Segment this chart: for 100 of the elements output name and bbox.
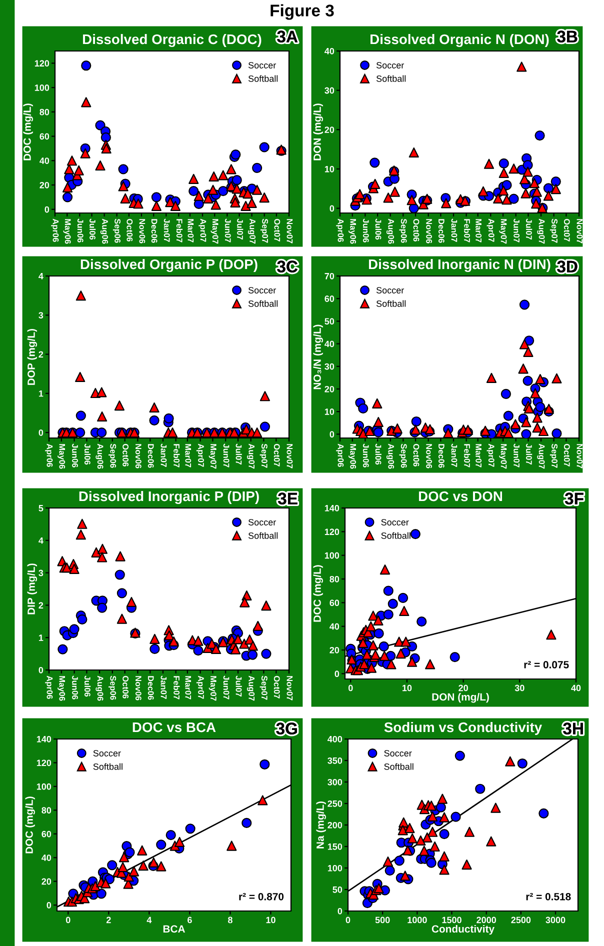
x-tick-label: Jun06	[362, 444, 369, 468]
legend-label: Softball	[248, 75, 278, 82]
x-tick-label: May07	[210, 219, 218, 244]
x-tick-label: 1000	[408, 916, 427, 924]
text: 3F	[564, 492, 584, 504]
x-tick-label: Aug06	[96, 676, 104, 701]
y-tick-label: 30	[324, 87, 334, 94]
x-tick-label: Jun07	[514, 444, 520, 468]
y-tick-label: 20	[40, 182, 50, 188]
x-tick-label: Apr07	[196, 676, 204, 699]
y-tick-label: 120	[36, 760, 52, 766]
x-tick-label: Aug07	[246, 676, 255, 701]
x-tick-label: Jan07	[160, 444, 167, 467]
x-tick-label: Jul07	[236, 676, 242, 696]
x-tick-label: 4	[146, 916, 152, 924]
legend-label: Soccer	[248, 287, 276, 294]
x-tick-label: Sep06	[108, 676, 116, 700]
text: 3D	[557, 260, 578, 272]
x-tick-label: Oct07	[274, 218, 280, 242]
x-tick-label: Jul07	[236, 444, 242, 464]
y-tick-label: 10	[324, 166, 334, 172]
y-tick-label: 4	[38, 273, 44, 280]
x-tick-label: Mar07	[185, 444, 192, 468]
y-tick-label: 20	[324, 126, 334, 133]
chart-title: Dissolved Organic N (DON)	[370, 34, 549, 47]
text: 3H	[563, 722, 583, 734]
x-tick-label: Nov07	[576, 219, 583, 244]
legend-label: Softball	[384, 763, 414, 770]
x-tick-label: Apr07	[198, 218, 206, 242]
y-tick-label: 80	[330, 576, 340, 582]
y-tick-label: 0	[44, 206, 50, 213]
y-tick-label: 0	[330, 431, 334, 438]
y-tick-label: 2	[38, 351, 44, 358]
x-tick-label: Jun07	[223, 676, 230, 700]
y-tick-label: 100	[34, 84, 50, 91]
text: 3G	[276, 722, 297, 734]
x-tick-label: Jun06	[72, 676, 78, 700]
x-tick-label: Jan07	[451, 218, 458, 242]
x-tick-label: 20	[458, 684, 468, 692]
y-tick-label: 40	[324, 340, 334, 348]
y-tick-label: 30	[324, 363, 334, 370]
y-axis-title: DOC (mg/L)	[23, 104, 33, 160]
y-tick-label: 20	[324, 386, 334, 392]
annotation: r² = 0.870	[239, 892, 284, 900]
x-tick-label: Sep07	[550, 444, 558, 468]
x-tick-label: 2000	[476, 916, 496, 924]
y-tick-label: 200	[328, 822, 342, 828]
x-tick-label: Apr07	[486, 218, 494, 242]
x-tick-label: Apr07	[196, 444, 204, 467]
x-tick-label: 10	[266, 916, 276, 924]
x-tick-label: Jul06	[375, 218, 382, 240]
x-tick-label: May06	[58, 444, 66, 469]
x-tick-label: Oct07	[274, 444, 280, 466]
x-tick-label: 30	[514, 684, 524, 692]
x-tick-label: Feb07	[174, 444, 180, 468]
x-tick-label: Jul07	[526, 218, 532, 240]
x-tick-label: Jun06	[72, 444, 78, 468]
chart-title: Dissolved Inorganic N (DIN)	[368, 258, 550, 272]
y-tick-label: 60	[324, 296, 334, 302]
x-tick-label: Nov06	[139, 219, 146, 244]
legend-label: Softball	[93, 763, 122, 770]
y-tick-label: 150	[328, 843, 342, 850]
y-tick-label: 5	[38, 505, 44, 512]
y-tick-label: 80	[40, 108, 50, 116]
x-tick-label: Feb07	[464, 444, 470, 468]
y-tick-label: 1	[38, 390, 44, 397]
legend-label: Soccer	[248, 62, 276, 68]
x-tick-label: Jul07	[237, 218, 244, 240]
x-tick-label: Oct07	[564, 218, 570, 242]
x-tick-label: Aug06	[96, 444, 104, 469]
chart-title: Dissolved Inorganic P (DIP)	[79, 490, 259, 504]
x-tick-label: May07	[499, 444, 507, 469]
x-tick-label: Nov06	[135, 676, 142, 700]
legend-label: Softball	[381, 532, 410, 539]
y-tick-label: 50	[324, 318, 334, 325]
text: 3C	[277, 260, 298, 272]
x-tick-label: Oct07	[564, 444, 570, 466]
x-tick-label: Nov07	[576, 444, 583, 468]
annotation: r² = 0.518	[526, 892, 571, 900]
x-tick-label: Nov07	[286, 444, 293, 468]
y-tick-label: 0	[46, 902, 52, 908]
x-tick-label: Feb07	[464, 219, 470, 242]
y-tick-label: 140	[324, 504, 340, 512]
legend-label: Softball	[248, 300, 278, 307]
y-tick-label: 400	[328, 736, 342, 742]
x-tick-label: Sep06	[108, 444, 116, 468]
y-tick-label: 100	[324, 552, 340, 559]
y-tick-label: 60	[40, 133, 50, 140]
x-tick-label: 0	[348, 684, 353, 692]
x-tick-label: May07	[499, 219, 507, 244]
y-tick-label: 80	[42, 807, 52, 814]
y-tick-label: 350	[328, 757, 342, 764]
x-tick-label: Oct06	[122, 676, 129, 698]
y-tick-label: 20	[330, 646, 340, 654]
x-tick-label: Jul07	[526, 444, 532, 464]
y-tick-label: 50	[332, 886, 342, 893]
x-tick-label: Oct06	[413, 218, 420, 242]
x-tick-label: Sep07	[260, 444, 268, 468]
y-tick-label: 3	[38, 570, 44, 576]
x-tick-label: Dec06	[438, 219, 444, 243]
